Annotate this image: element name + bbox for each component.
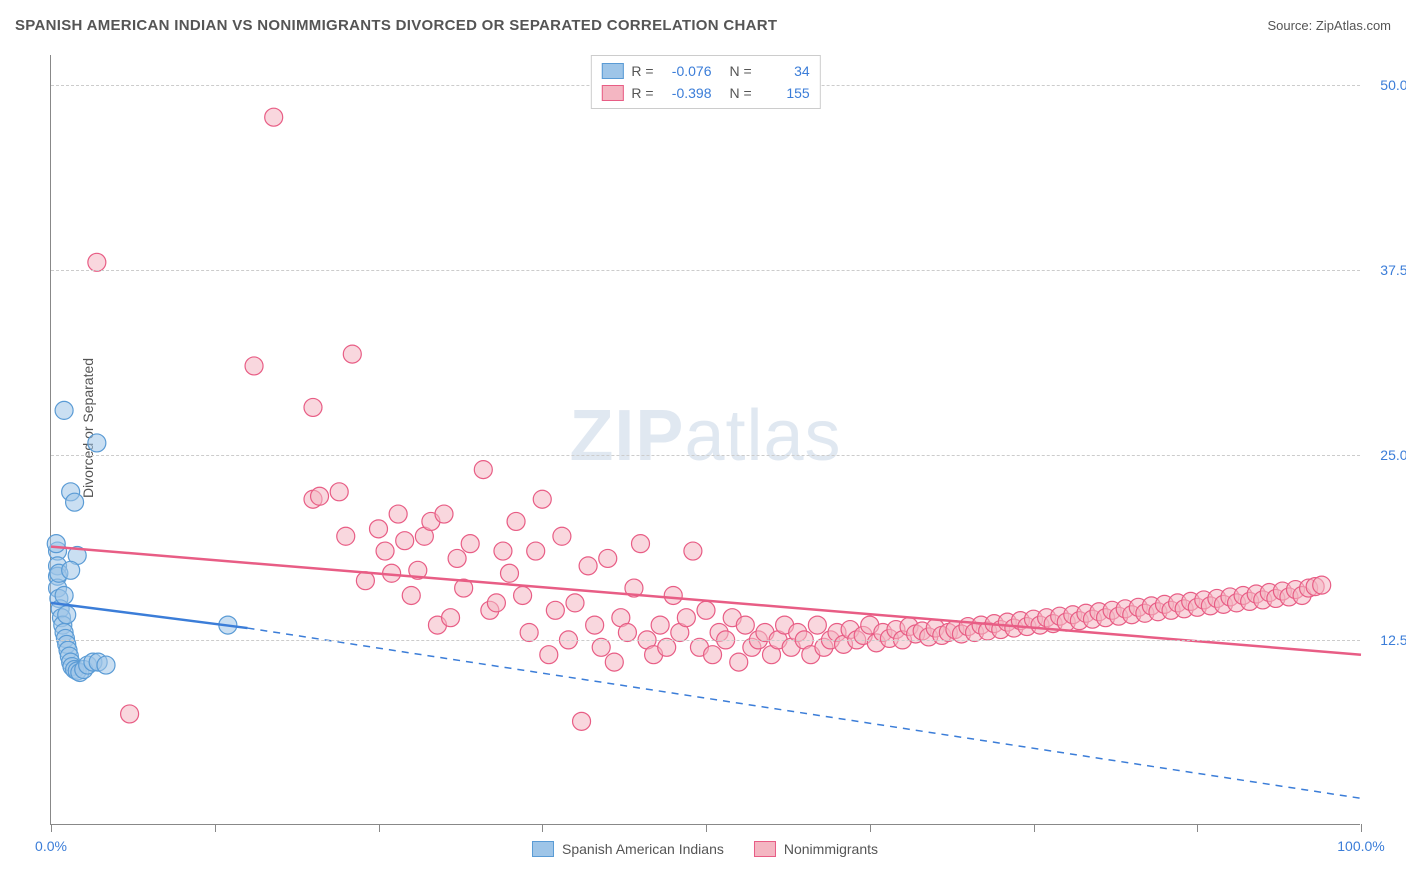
r-label-2: R = (631, 85, 653, 101)
plot-area: ZIPatlas R = -0.076 N = 34 R = -0.398 N … (50, 55, 1360, 825)
bottom-legend: Spanish American Indians Nonimmigrants (532, 841, 878, 857)
x-tick (379, 824, 380, 832)
n-value-2: 155 (760, 85, 810, 101)
y-tick-label: 12.5% (1380, 632, 1406, 648)
bottom-legend-label-1: Spanish American Indians (562, 841, 724, 857)
stats-row-series2: R = -0.398 N = 155 (601, 82, 809, 104)
stats-row-series1: R = -0.076 N = 34 (601, 60, 809, 82)
n-label-1: N = (730, 63, 752, 79)
r-label-1: R = (631, 63, 653, 79)
swatch-series2 (601, 85, 623, 101)
bottom-swatch-2 (754, 841, 776, 857)
x-tick-label: 0.0% (35, 838, 67, 854)
chart-header: SPANISH AMERICAN INDIAN VS NONIMMIGRANTS… (0, 0, 1406, 50)
x-tick (870, 824, 871, 832)
stats-legend-box: R = -0.076 N = 34 R = -0.398 N = 155 (590, 55, 820, 109)
swatch-series1 (601, 63, 623, 79)
x-tick (706, 824, 707, 832)
gridline (51, 455, 1360, 456)
gridline (51, 270, 1360, 271)
n-label-2: N = (730, 85, 752, 101)
bottom-legend-label-2: Nonimmigrants (784, 841, 878, 857)
chart-container: ZIPatlas R = -0.076 N = 34 R = -0.398 N … (50, 55, 1360, 825)
x-tick (1197, 824, 1198, 832)
chart-source: Source: ZipAtlas.com (1267, 18, 1391, 33)
y-tick-label: 50.0% (1380, 77, 1406, 93)
bottom-legend-item-1: Spanish American Indians (532, 841, 724, 857)
x-tick (51, 824, 52, 832)
r-value-2: -0.398 (662, 85, 712, 101)
r-value-1: -0.076 (662, 63, 712, 79)
gridline (51, 640, 1360, 641)
x-tick (1034, 824, 1035, 832)
y-tick-label: 25.0% (1380, 447, 1406, 463)
bottom-swatch-1 (532, 841, 554, 857)
plot-svg (51, 55, 1360, 824)
bottom-legend-item-2: Nonimmigrants (754, 841, 878, 857)
x-tick (1361, 824, 1362, 832)
x-tick (215, 824, 216, 832)
x-tick-label: 100.0% (1337, 838, 1384, 854)
y-tick-label: 37.5% (1380, 262, 1406, 278)
chart-title: SPANISH AMERICAN INDIAN VS NONIMMIGRANTS… (15, 17, 777, 34)
x-tick (542, 824, 543, 832)
n-value-1: 34 (760, 63, 810, 79)
